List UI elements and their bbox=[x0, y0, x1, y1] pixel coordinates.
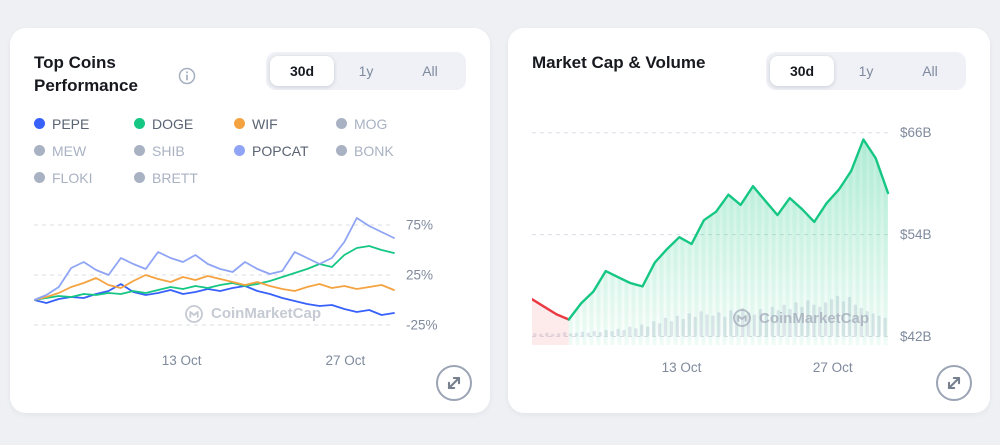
legend-item-floki[interactable]: FLOKI bbox=[34, 170, 134, 186]
legend-item-doge[interactable]: DOGE bbox=[134, 116, 234, 132]
tab-1y[interactable]: 1y bbox=[334, 56, 398, 86]
legend-label: BONK bbox=[354, 142, 394, 159]
svg-text:$54B: $54B bbox=[900, 227, 932, 242]
tab-30d[interactable]: 30d bbox=[770, 56, 834, 86]
performance-chart: CoinMarketCap 75% 25% -25% 13 Oct 27 Oct bbox=[34, 208, 466, 378]
expand-icon bbox=[947, 376, 961, 390]
market-cap-chart-svg: $66B $54B $42B 13 Oct 27 Oct bbox=[532, 125, 932, 375]
tab-30d[interactable]: 30d bbox=[270, 56, 334, 86]
legend-dot bbox=[234, 118, 245, 130]
timeframe-tabs: 30d 1y All bbox=[266, 52, 466, 90]
legend-label: DOGE bbox=[152, 115, 194, 132]
legend-dot bbox=[336, 118, 347, 130]
legend-label: WIF bbox=[252, 115, 278, 132]
tab-all[interactable]: All bbox=[898, 56, 962, 86]
legend-label: MOG bbox=[354, 115, 388, 132]
legend-item-popcat[interactable]: POPCAT bbox=[234, 143, 336, 159]
crypto-dashboard: Top Coins Performance 30d 1y All PEPE DOGE W… bbox=[10, 28, 990, 413]
svg-text:25%: 25% bbox=[406, 267, 433, 282]
info-icon[interactable] bbox=[177, 66, 197, 86]
legend-item-bonk[interactable]: BONK bbox=[336, 143, 466, 159]
legend-item-pepe[interactable]: PEPE bbox=[34, 116, 134, 132]
title-row: Top Coins Performance bbox=[34, 52, 197, 98]
legend-label: POPCAT bbox=[252, 142, 309, 159]
legend-dot bbox=[134, 118, 145, 130]
legend-item-brett[interactable]: BRETT bbox=[134, 170, 234, 186]
top-coins-card: Top Coins Performance 30d 1y All PEPE DOGE W… bbox=[10, 28, 490, 413]
market-cap-card: Market Cap & Volume 30d 1y All $66B $54B $42… bbox=[508, 28, 990, 413]
legend-label: MEW bbox=[52, 142, 87, 159]
legend-dot bbox=[336, 145, 347, 157]
title-row: Market Cap & Volume bbox=[532, 52, 706, 75]
performance-chart-svg: 75% 25% -25% 13 Oct 27 Oct bbox=[34, 216, 438, 368]
tab-1y[interactable]: 1y bbox=[834, 56, 898, 86]
svg-text:13 Oct: 13 Oct bbox=[662, 360, 702, 375]
legend-dot bbox=[34, 145, 45, 157]
tab-all[interactable]: All bbox=[398, 56, 462, 86]
legend-item-mew[interactable]: MEW bbox=[34, 143, 134, 159]
svg-text:$42B: $42B bbox=[900, 329, 932, 344]
card-title: Top Coins Performance bbox=[34, 53, 138, 95]
market-cap-chart: $66B $54B $42B 13 Oct 27 Oct CoinMarketCap bbox=[532, 120, 966, 385]
legend-label: FLOKI bbox=[52, 169, 93, 186]
coin-legend: PEPE DOGE WIF MOG MEW SHIB POPCAT BONK FLOKI BRET… bbox=[34, 116, 466, 186]
legend-item-mog[interactable]: MOG bbox=[336, 116, 466, 132]
card-title: Market Cap & Volume bbox=[532, 53, 706, 72]
legend-item-shib[interactable]: SHIB bbox=[134, 143, 234, 159]
legend-dot bbox=[134, 172, 145, 184]
card-header: Market Cap & Volume 30d 1y All bbox=[532, 52, 966, 90]
card-header: Top Coins Performance 30d 1y All bbox=[34, 52, 466, 98]
expand-icon bbox=[447, 376, 461, 390]
legend-item-wif[interactable]: WIF bbox=[234, 116, 336, 132]
svg-text:$66B: $66B bbox=[900, 125, 932, 140]
expand-button[interactable] bbox=[436, 365, 472, 401]
legend-dot bbox=[134, 145, 145, 157]
legend-label: BRETT bbox=[152, 169, 198, 186]
expand-button[interactable] bbox=[936, 365, 972, 401]
legend-dot bbox=[234, 145, 245, 157]
svg-text:27 Oct: 27 Oct bbox=[326, 353, 366, 368]
legend-label: SHIB bbox=[152, 142, 185, 159]
legend-dot bbox=[34, 118, 45, 130]
legend-label: PEPE bbox=[52, 115, 90, 132]
svg-text:75%: 75% bbox=[406, 217, 433, 232]
legend-dot bbox=[34, 172, 45, 184]
svg-text:-25%: -25% bbox=[406, 317, 438, 332]
svg-text:27 Oct: 27 Oct bbox=[813, 360, 853, 375]
timeframe-tabs: 30d 1y All bbox=[766, 52, 966, 90]
svg-text:13 Oct: 13 Oct bbox=[162, 353, 202, 368]
